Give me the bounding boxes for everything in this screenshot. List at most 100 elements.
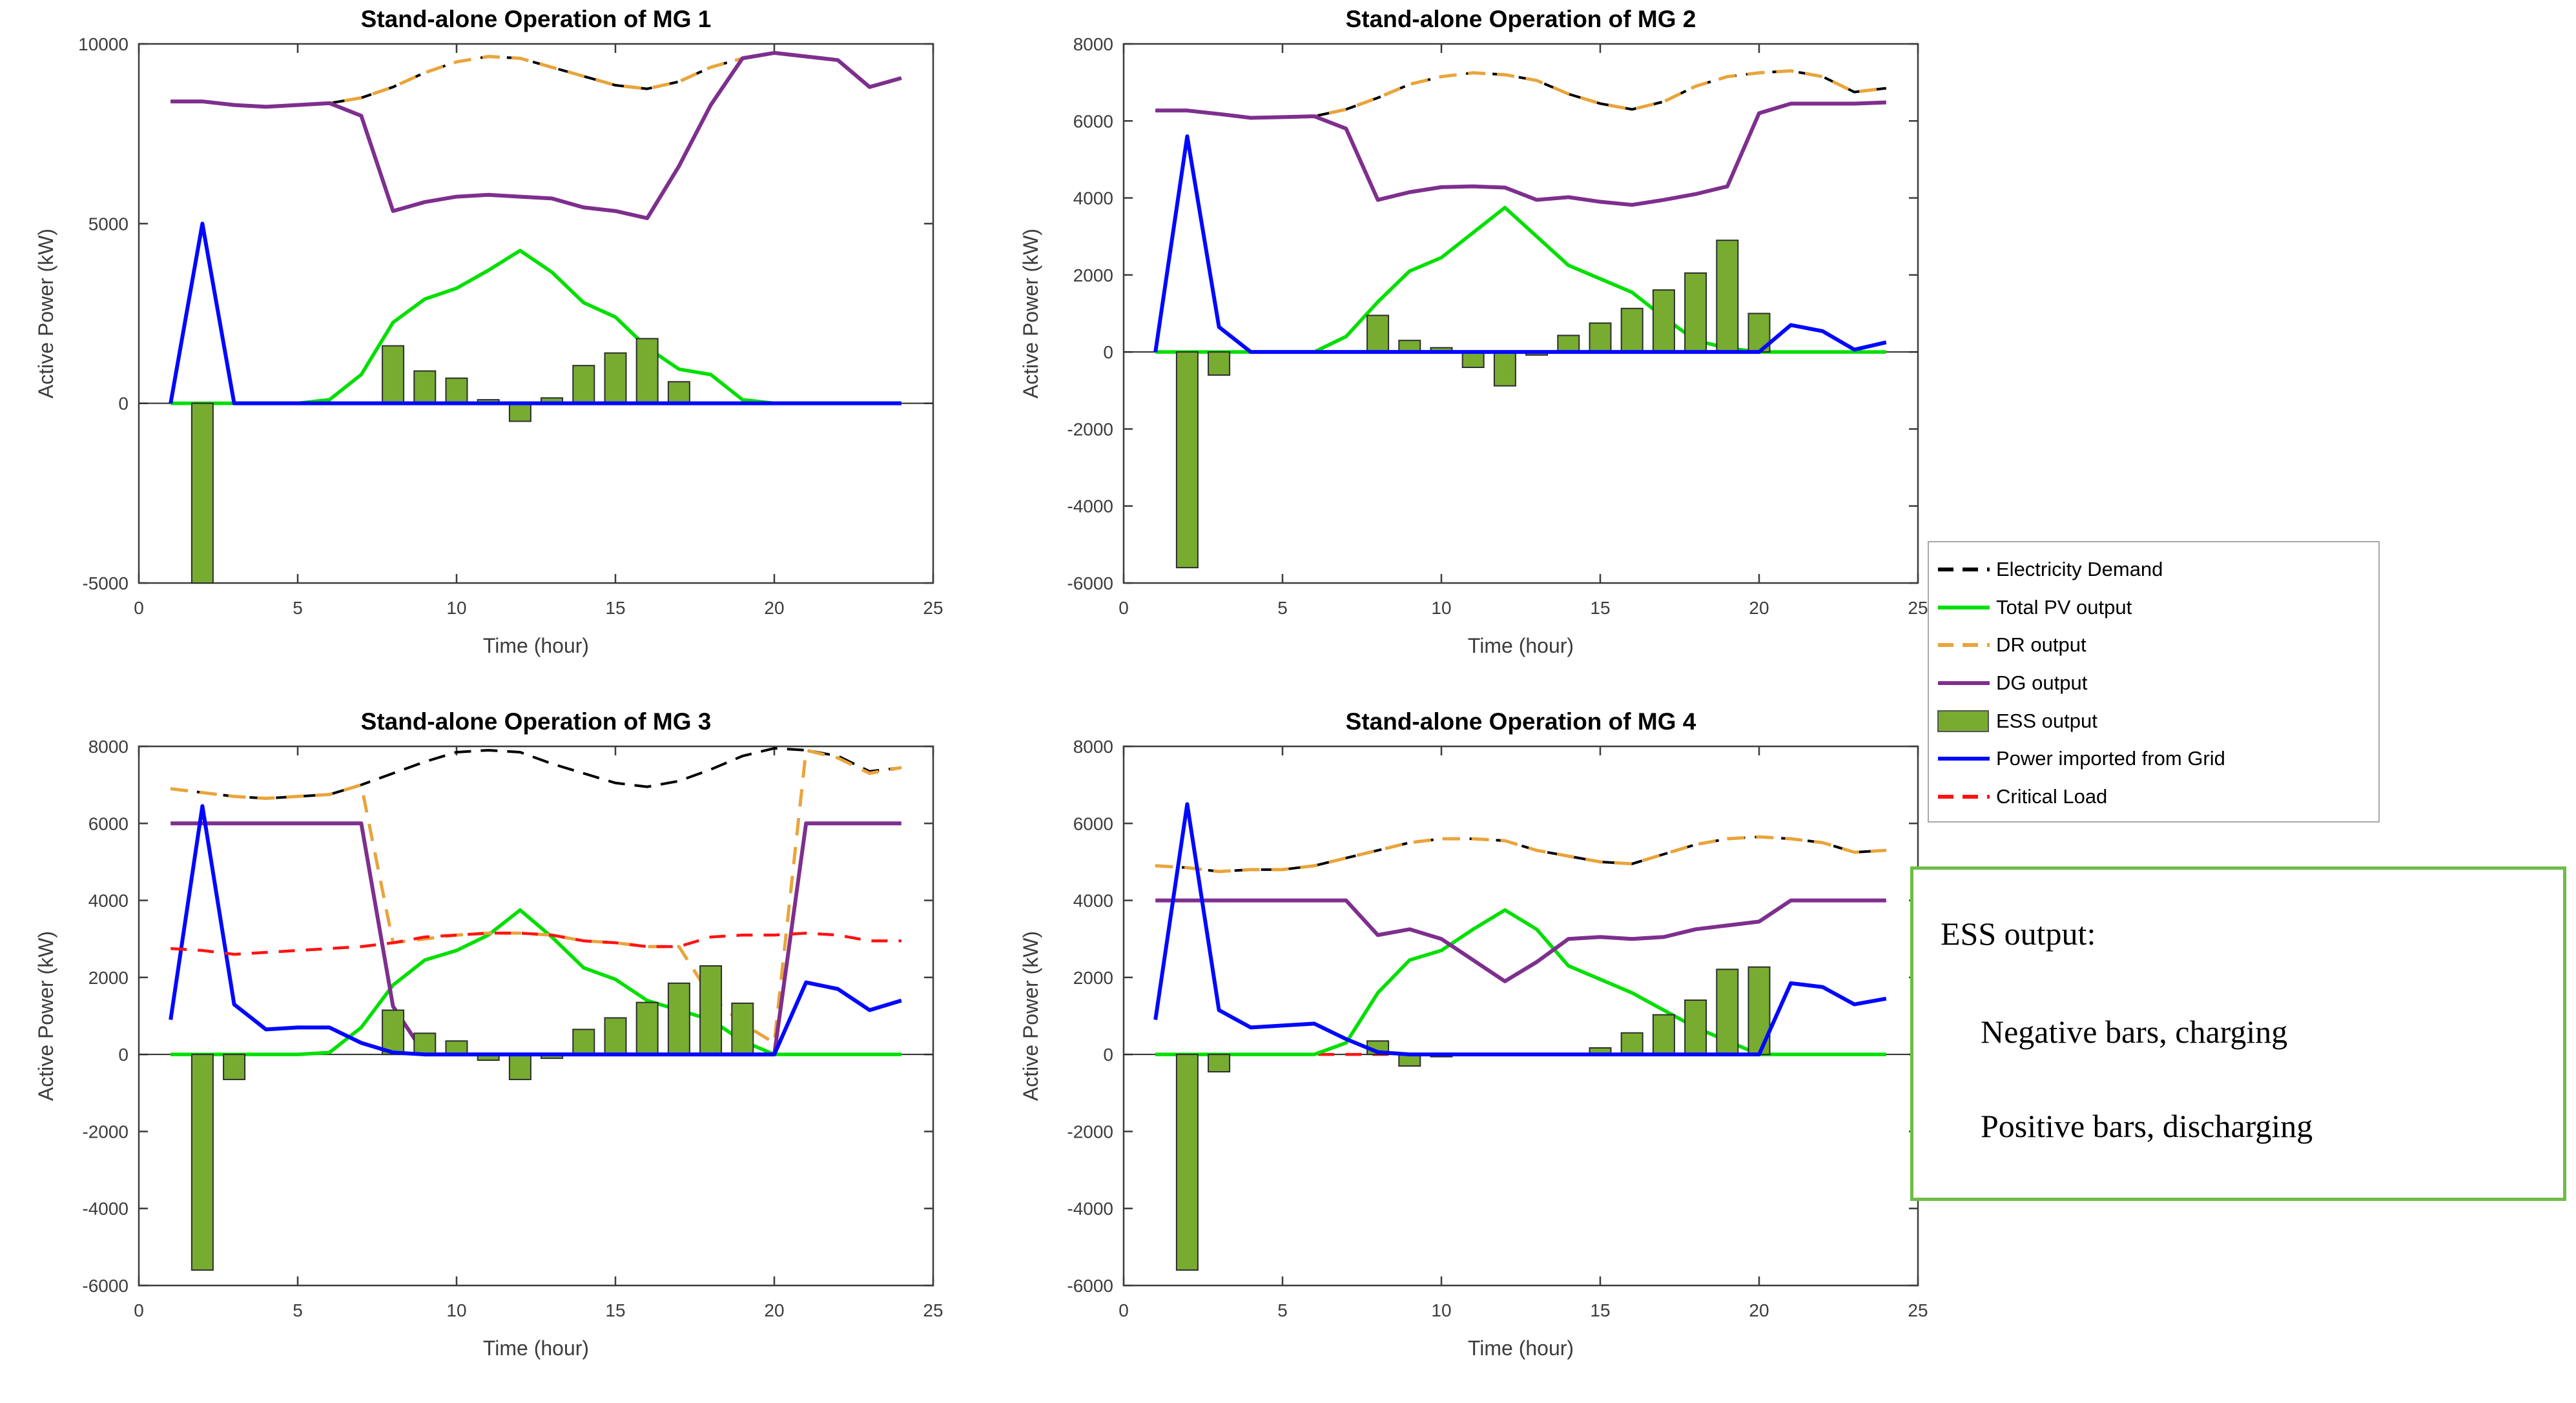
demand-line bbox=[1155, 835, 1886, 873]
ess-bar bbox=[1716, 240, 1739, 353]
x-axis-label: Time (hour) bbox=[483, 634, 589, 657]
x-tick-label: 0 bbox=[1118, 1300, 1129, 1320]
y-axis-label: Active Power (kW) bbox=[34, 931, 57, 1101]
ess-bar bbox=[1175, 1054, 1199, 1271]
x-tick-label: 15 bbox=[1590, 598, 1610, 618]
x-tick-label: 20 bbox=[764, 598, 784, 618]
legend-item: ESS output bbox=[1937, 703, 2372, 739]
ess-bar bbox=[445, 1040, 468, 1056]
legend-item: Critical Load bbox=[1937, 779, 2372, 815]
legend-item-label: Electricity Demand bbox=[1996, 558, 2163, 580]
legend-item: Electricity Demand bbox=[1937, 551, 2372, 588]
demand-line bbox=[1155, 69, 1887, 119]
y-tick-label: 0 bbox=[1103, 1045, 1113, 1065]
y-tick-label: -4000 bbox=[1067, 497, 1113, 517]
legend-item-label: ESS output bbox=[1996, 709, 2097, 732]
x-tick-label: 5 bbox=[1277, 598, 1288, 618]
ess-bar bbox=[382, 345, 405, 404]
ess-bar bbox=[1208, 351, 1231, 376]
legend-swatch-solid-icon bbox=[1938, 757, 1990, 761]
y-tick-label: -2000 bbox=[1067, 1121, 1113, 1142]
chart-mg3: 0 5 10 15 20 25 -6000 -4000 -2000 0 2000 4000 6000 80… bbox=[19, 702, 988, 1403]
dg-line bbox=[1155, 100, 1886, 207]
ess-bar bbox=[382, 1009, 405, 1056]
y-axis-label: Active Power (kW) bbox=[1019, 931, 1042, 1101]
y-tick-label: 0 bbox=[1103, 342, 1113, 362]
legend-swatch-solid-icon bbox=[1938, 605, 1990, 609]
pv-line bbox=[170, 908, 902, 1056]
ess-bar bbox=[1589, 322, 1612, 353]
chart-mg1: 0 5 10 15 20 25 -5000 0 5000 10000 Stand-alone Ope… bbox=[19, 0, 988, 701]
critical-line bbox=[170, 932, 902, 956]
legend-item-label: Critical Load bbox=[1996, 784, 2108, 808]
ess-bar bbox=[667, 982, 690, 1056]
pv-line bbox=[1155, 908, 1886, 1056]
ess-bar bbox=[508, 402, 531, 422]
y-axis-label: Active Power (kW) bbox=[34, 229, 57, 398]
x-tick-label: 25 bbox=[1908, 1300, 1928, 1320]
grid-line bbox=[169, 221, 902, 405]
x-tick-label: 0 bbox=[134, 598, 144, 618]
legend-item-label: DR output bbox=[1996, 633, 2087, 657]
legend-item-label: Power imported from Grid bbox=[1996, 747, 2225, 770]
ess-bar bbox=[1208, 1054, 1231, 1072]
plot-frame bbox=[1122, 43, 1919, 584]
dg-line bbox=[170, 821, 902, 1057]
x-tick-label: 15 bbox=[1590, 1300, 1610, 1320]
ess-note-title: ESS output: bbox=[1941, 916, 2096, 952]
dg-line bbox=[1155, 898, 1886, 983]
x-axis-label: Time (hour) bbox=[483, 1336, 589, 1360]
legend-item: DR output bbox=[1937, 627, 2372, 663]
grid-line bbox=[169, 804, 902, 1057]
ess-bar bbox=[1461, 351, 1485, 369]
ess-bar bbox=[223, 1054, 246, 1080]
ess-bar bbox=[413, 370, 437, 404]
x-tick-label: 5 bbox=[1277, 1300, 1288, 1320]
x-axis-label: Time (hour) bbox=[1468, 1336, 1574, 1360]
y-tick-label: 4000 bbox=[1073, 189, 1113, 209]
x-tick-label: 20 bbox=[764, 1300, 784, 1320]
x-tick-label: 0 bbox=[134, 1300, 144, 1320]
ess-bar bbox=[699, 965, 723, 1056]
x-tick-label: 10 bbox=[446, 598, 466, 618]
y-tick-label: 2000 bbox=[1073, 265, 1113, 285]
ess-bar bbox=[572, 365, 595, 404]
ess-bar bbox=[635, 338, 659, 404]
ess-bar bbox=[191, 1054, 214, 1271]
ess-bar bbox=[572, 1029, 595, 1056]
chart-title: Stand-alone Operation of MG 3 bbox=[361, 708, 712, 735]
ess-bar bbox=[1493, 351, 1516, 387]
x-tick-label: 20 bbox=[1749, 598, 1769, 618]
legend-swatch-dash-icon bbox=[1938, 568, 1990, 571]
ess-bar bbox=[604, 352, 627, 404]
ess-bar bbox=[1684, 999, 1707, 1056]
legend-item: Total PV output bbox=[1937, 589, 2372, 626]
y-tick-label: -6000 bbox=[1067, 1276, 1113, 1296]
legend-item: DG output bbox=[1937, 665, 2372, 701]
y-tick-label: -6000 bbox=[82, 1276, 129, 1296]
chart-mg2: 0 5 10 15 20 25 -6000 -4000 -2000 0 2000 4000 6000 80… bbox=[1004, 0, 1973, 701]
legend-swatch-bar-icon bbox=[1937, 710, 1989, 732]
chart-svg: 0 5 10 15 20 25 -6000 -4000 -2000 0 2000 4000 6000 80… bbox=[1019, 708, 1928, 1360]
y-tick-label: -4000 bbox=[82, 1199, 129, 1219]
ess-bar bbox=[1620, 307, 1643, 353]
ess-note-line-discharging: Positive bars, discharging bbox=[1981, 1108, 2313, 1144]
ess-bar bbox=[508, 1054, 531, 1080]
x-tick-label: 5 bbox=[293, 598, 303, 618]
chart-title: Stand-alone Operation of MG 2 bbox=[1346, 6, 1696, 32]
chart-title: Stand-alone Operation of MG 1 bbox=[361, 6, 712, 32]
legend-swatch-dash-icon bbox=[1938, 794, 1990, 799]
ess-bar bbox=[604, 1017, 627, 1056]
y-tick-label: 6000 bbox=[1073, 814, 1113, 834]
y-axis-label: Active Power (kW) bbox=[1019, 229, 1042, 398]
y-tick-label: 5000 bbox=[88, 214, 129, 234]
y-tick-label: 4000 bbox=[88, 891, 129, 911]
dr-line bbox=[1155, 835, 1886, 874]
demand-line bbox=[170, 746, 902, 800]
dr-line bbox=[170, 51, 902, 108]
y-tick-label: 6000 bbox=[1073, 111, 1113, 131]
ess-bar bbox=[1175, 351, 1199, 569]
y-tick-label: 2000 bbox=[1073, 968, 1113, 988]
y-tick-label: 2000 bbox=[88, 968, 129, 988]
